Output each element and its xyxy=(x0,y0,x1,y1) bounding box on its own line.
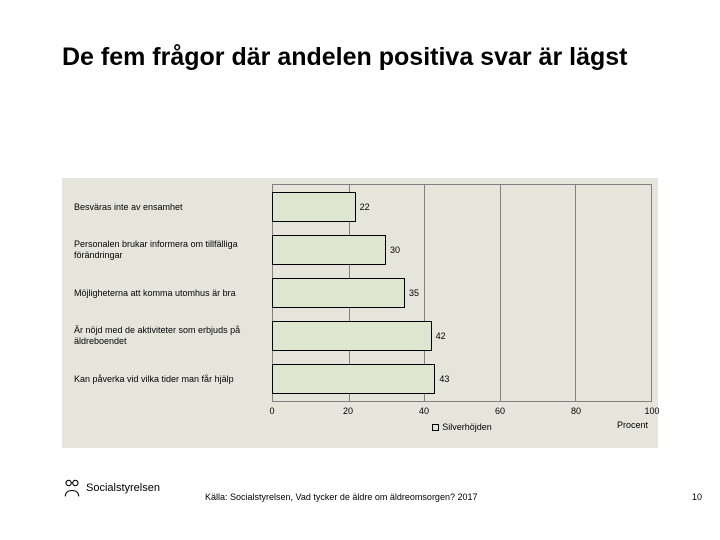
chart-row: Är nöjd med de aktiviteter som erbjuds p… xyxy=(62,317,658,355)
legend-label: Silverhöjden xyxy=(442,422,492,432)
x-tick: 20 xyxy=(343,406,353,416)
chart-container: Besväras inte av ensamhet 22 Personalen … xyxy=(62,178,658,448)
plot-cell: 35 xyxy=(272,274,652,312)
bar-value-label: 22 xyxy=(360,202,370,212)
x-tick: 100 xyxy=(644,406,659,416)
chart-row: Möjligheterna att komma utomhus är bra 3… xyxy=(62,274,658,312)
x-tick: 40 xyxy=(419,406,429,416)
chart-row: Besväras inte av ensamhet 22 xyxy=(62,188,658,226)
bar xyxy=(272,364,435,394)
legend: Silverhöjden xyxy=(272,422,652,432)
bar xyxy=(272,235,386,265)
category-label: Besväras inte av ensamhet xyxy=(62,202,272,213)
bar-value-label: 43 xyxy=(439,374,449,384)
page-title: De fem frågor där andelen positiva svar … xyxy=(62,42,680,73)
plot-cell: 43 xyxy=(272,360,652,398)
page-number: 10 xyxy=(692,492,702,502)
category-label: Kan påverka vid vilka tider man får hjäl… xyxy=(62,374,272,385)
category-label: Är nöjd med de aktiviteter som erbjuds p… xyxy=(62,325,272,347)
chart-row: Personalen brukar informera om tillfälli… xyxy=(62,231,658,269)
plot-cell: 22 xyxy=(272,188,652,226)
chart-row: Kan påverka vid vilka tider man får hjäl… xyxy=(62,360,658,398)
source-text: Källa: Socialstyrelsen, Vad tycker de äl… xyxy=(205,492,477,502)
logo-text: Socialstyrelsen xyxy=(86,482,160,494)
bar-value-label: 35 xyxy=(409,288,419,298)
logo: Socialstyrelsen xyxy=(62,478,160,498)
logo-icon xyxy=(62,478,82,498)
bar-value-label: 42 xyxy=(436,331,446,341)
bar xyxy=(272,278,405,308)
bar xyxy=(272,321,432,351)
x-tick: 60 xyxy=(495,406,505,416)
x-tick: 0 xyxy=(269,406,274,416)
legend-swatch xyxy=(432,424,439,431)
chart-rows: Besväras inte av ensamhet 22 Personalen … xyxy=(62,188,658,403)
category-label: Personalen brukar informera om tillfälli… xyxy=(62,239,272,261)
category-label: Möjligheterna att komma utomhus är bra xyxy=(62,288,272,299)
bar-value-label: 30 xyxy=(390,245,400,255)
plot-cell: 42 xyxy=(272,317,652,355)
bar xyxy=(272,192,356,222)
plot-cell: 30 xyxy=(272,231,652,269)
x-axis-ticks: 0 20 40 60 80 100 xyxy=(272,406,652,420)
x-tick: 80 xyxy=(571,406,581,416)
